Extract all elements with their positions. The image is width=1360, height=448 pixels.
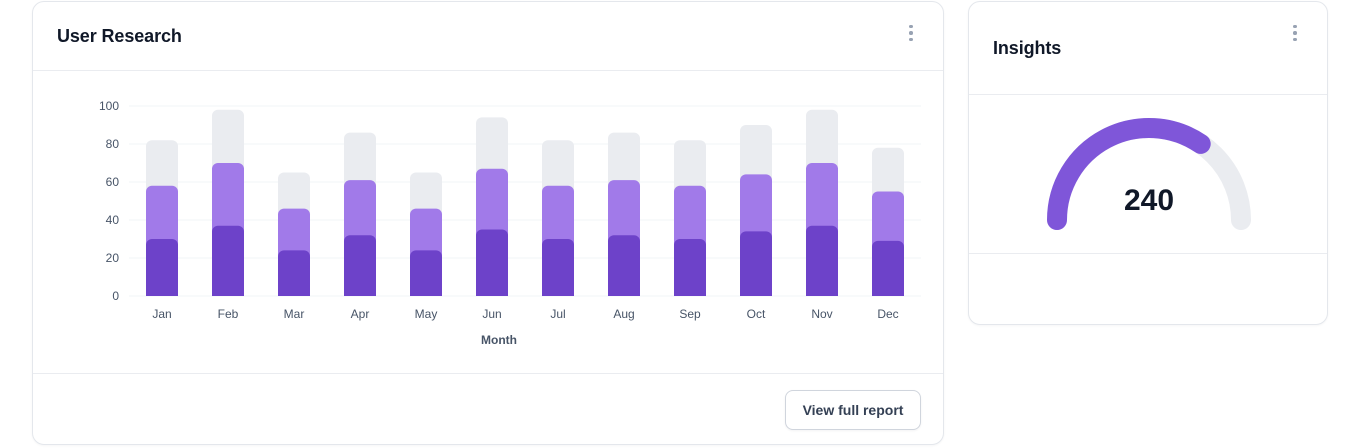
bar-base-sep-series-1	[674, 290, 706, 296]
bar-nov-series-1	[806, 225, 838, 296]
x-tick-label: Mar	[284, 307, 305, 321]
bar-base-aug-series-1	[608, 290, 640, 296]
insights-title: Insights	[993, 38, 1062, 58]
insights-header-divider	[969, 94, 1327, 95]
footer-divider	[33, 373, 943, 374]
bar-base-jul-series-1	[542, 290, 574, 296]
user-research-menu-kebab-icon[interactable]	[901, 23, 921, 43]
bar-base-nov-series-1	[806, 290, 838, 296]
bar-jun-series-1	[476, 229, 508, 296]
bar-base-oct-series-1	[740, 290, 772, 296]
gauge-progress	[1047, 118, 1211, 230]
user-research-title: User Research	[57, 26, 182, 46]
insights-footer-divider	[969, 253, 1327, 254]
bar-sep-series-1	[674, 239, 706, 296]
user-research-chart: 0 20 40 60 80 100 Jan Feb Mar Apr May Jun Jul Aug Sep O…	[99, 99, 921, 347]
x-tick-label: Jan	[152, 307, 171, 321]
bar-base-feb-series-1	[212, 290, 244, 296]
insights-menu-kebab-icon[interactable]	[1285, 23, 1305, 43]
x-tick-label: May	[415, 307, 438, 321]
insights-card: Insights 240	[968, 1, 1328, 325]
x-tick-label: Aug	[613, 307, 634, 321]
bar-feb-series-1	[212, 225, 244, 296]
y-tick-label: 0	[112, 289, 119, 303]
user-research-card: User Research 0 20 40 60 80 100 Jan Feb Mar Apr Ma…	[32, 1, 944, 445]
bar-jan-series-1	[146, 239, 178, 296]
header-divider	[33, 70, 943, 71]
bar-aug-series-1	[608, 235, 640, 296]
bar-base-apr-series-1	[344, 290, 376, 296]
bar-oct-series-1	[740, 231, 772, 296]
y-tick-label: 100	[99, 99, 119, 113]
bar-mar-series-1	[278, 250, 310, 296]
y-tick-label: 80	[106, 137, 120, 151]
x-tick-label: Feb	[218, 307, 239, 321]
x-tick-label: Oct	[747, 307, 766, 321]
insights-gauge-value: 240	[1123, 184, 1175, 217]
view-full-report-button[interactable]: View full report	[785, 390, 921, 430]
bar-jul-series-1	[542, 239, 574, 296]
x-tick-label: Nov	[811, 307, 832, 321]
x-tick-label: Sep	[679, 307, 701, 321]
insights-gauge	[1047, 118, 1251, 230]
bar-base-dec-series-1	[872, 290, 904, 296]
bar-base-may-series-1	[410, 290, 442, 296]
x-tick-label: Jul	[550, 307, 565, 321]
bar-base-jan-series-1	[146, 290, 178, 296]
bar-base-jun-series-1	[476, 290, 508, 296]
x-axis-title: Month	[481, 333, 517, 347]
y-tick-label: 60	[106, 175, 120, 189]
bar-apr-series-1	[344, 235, 376, 296]
bar-dec-series-1	[872, 240, 904, 296]
x-tick-label: Apr	[351, 307, 370, 321]
x-tick-label: Jun	[482, 307, 501, 321]
y-tick-label: 20	[106, 251, 120, 265]
bar-may-series-1	[410, 250, 442, 296]
bar-base-mar-series-1	[278, 290, 310, 296]
x-tick-label: Dec	[877, 307, 898, 321]
y-tick-label: 40	[106, 213, 120, 227]
